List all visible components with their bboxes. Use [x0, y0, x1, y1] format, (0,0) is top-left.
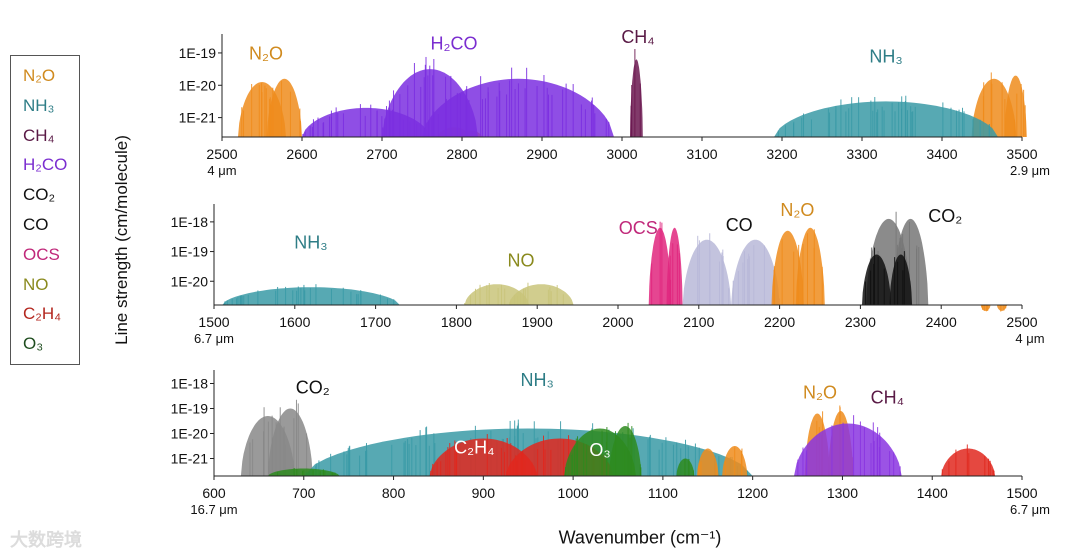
band-NO: [508, 284, 574, 305]
x-tick-label: 1600: [279, 314, 310, 330]
x-tick-label: 2500: [206, 146, 237, 162]
wavelength-left-label: 6.7 μm: [194, 331, 234, 346]
x-tick-label: 1800: [441, 314, 472, 330]
x-tick-label: 2200: [764, 314, 795, 330]
legend-box: N₂O NH₃ CH₄ H₂CO CO₂ CO OCS NO C₂H₄ O₃: [10, 55, 80, 365]
band-NH: [222, 287, 400, 305]
legend-item: H₂CO: [23, 155, 68, 175]
y-tick-label: 1E-19: [171, 401, 209, 417]
molecule-label: CO: [726, 215, 753, 235]
molecule-label: OCS: [619, 218, 658, 238]
molecule-label: NO: [508, 250, 535, 270]
panel-2: 1E-18 1E-19 1E-20 1500 1600 1700 1800 1900 2000 2…: [171, 200, 1045, 346]
molecule-label: N₂O: [803, 383, 837, 403]
x-tick-label: 1500: [1006, 485, 1037, 501]
y-tick-label: 1E-18: [171, 376, 209, 392]
x-tick-label: 1900: [522, 314, 553, 330]
x-tick-label: 1000: [558, 485, 589, 501]
molecule-label: CH₄: [871, 388, 904, 408]
band-CH: [630, 59, 643, 137]
molecule-label: O₃: [589, 440, 610, 460]
molecule-label: CO₂: [928, 206, 962, 226]
molecule-label: NH₃: [294, 233, 327, 253]
y-tick-label: 1E-21: [171, 451, 209, 467]
legend-item: CO₂: [23, 185, 56, 205]
band-CO: [682, 239, 732, 305]
legend-item: NO: [23, 274, 49, 294]
band-O: [609, 426, 642, 476]
y-tick-label: 1E-20: [171, 273, 209, 289]
band-NO: [771, 230, 804, 305]
legend-item: C₂H₄: [23, 304, 62, 324]
legend-item: CH₄: [23, 125, 55, 145]
legend-item: O₃: [23, 334, 44, 354]
panel-3: 1E-18 1E-19 1E-20 1E-21 600 700 800 900 1000 1100…: [171, 370, 1050, 517]
y-tick-label: 1E-21: [179, 110, 217, 126]
x-tick-label: 2600: [286, 146, 317, 162]
x-tick-label: 3100: [686, 146, 717, 162]
x-axis-label: Wavenumber (cm⁻¹): [558, 527, 722, 548]
molecule-label: C₂H₄: [454, 438, 494, 458]
y-tick-label: 1E-19: [171, 244, 209, 260]
wavelength-right-label: 6.7 μm: [1010, 502, 1050, 517]
x-tick-label: 3000: [606, 146, 637, 162]
band-NO: [997, 305, 1007, 311]
y-tick-label: 1E-18: [171, 214, 209, 230]
wavelength-right-label: 4 μm: [1015, 331, 1044, 346]
legend-item: NH₃: [23, 95, 55, 115]
molecule-label: H₂CO: [431, 34, 478, 54]
wavelength-left-label: 16.7 μm: [190, 502, 237, 517]
molecule-label: CO₂: [296, 378, 330, 398]
band-COstrong: [889, 254, 913, 305]
x-tick-label: 3400: [926, 146, 957, 162]
y-tick-label: 1E-20: [179, 77, 217, 93]
band-CH: [941, 448, 996, 476]
molecule-label: N₂O: [249, 43, 283, 63]
legend-item: CO: [23, 215, 49, 234]
x-tick-label: 2500: [1006, 314, 1037, 330]
wavelength-left-label: 4 μm: [207, 163, 236, 178]
molecule-label: NH₃: [521, 370, 554, 390]
x-tick-label: 2800: [446, 146, 477, 162]
x-tick-label: 3500: [1006, 146, 1037, 162]
x-tick-label: 900: [472, 485, 496, 501]
band-CO: [267, 408, 313, 476]
x-tick-label: 2400: [926, 314, 957, 330]
panel-1: 1E-19 1E-20 1E-21 2500 2600 2700 2800 2900 3000 3…: [179, 27, 1050, 178]
x-tick-label: 1300: [827, 485, 858, 501]
molecule-label: NH₃: [869, 47, 902, 67]
x-tick-label: 1700: [360, 314, 391, 330]
x-tick-label: 2000: [602, 314, 633, 330]
x-tick-label: 2900: [526, 146, 557, 162]
molecule-label: CH₄: [621, 27, 654, 47]
band-NO: [697, 448, 719, 476]
legend-item: OCS: [23, 244, 60, 264]
y-tick-label: 1E-19: [179, 45, 217, 61]
x-tick-label: 3200: [766, 146, 797, 162]
x-tick-label: 700: [292, 485, 316, 501]
watermark-logo: 大数跨境: [10, 530, 82, 550]
band-NO: [795, 227, 825, 305]
x-tick-label: 800: [382, 485, 406, 501]
molecule-label: N₂O: [780, 200, 814, 220]
band-NO: [266, 78, 302, 137]
y-tick-label: 1E-20: [171, 426, 209, 442]
x-tick-label: 1400: [917, 485, 948, 501]
x-tick-label: 1100: [648, 485, 678, 501]
legend-item: N₂O: [23, 66, 56, 85]
x-tick-label: 2100: [683, 314, 714, 330]
x-tick-label: 3300: [846, 146, 877, 162]
x-tick-label: 1200: [737, 485, 768, 501]
x-tick-label: 600: [202, 485, 226, 501]
x-tick-label: 2300: [845, 314, 876, 330]
wavelength-right-label: 2.9 μm: [1010, 163, 1050, 178]
x-tick-label: 1500: [198, 314, 229, 330]
x-tick-label: 2700: [366, 146, 397, 162]
band-OCS: [666, 227, 683, 305]
band-CH: [794, 423, 902, 476]
